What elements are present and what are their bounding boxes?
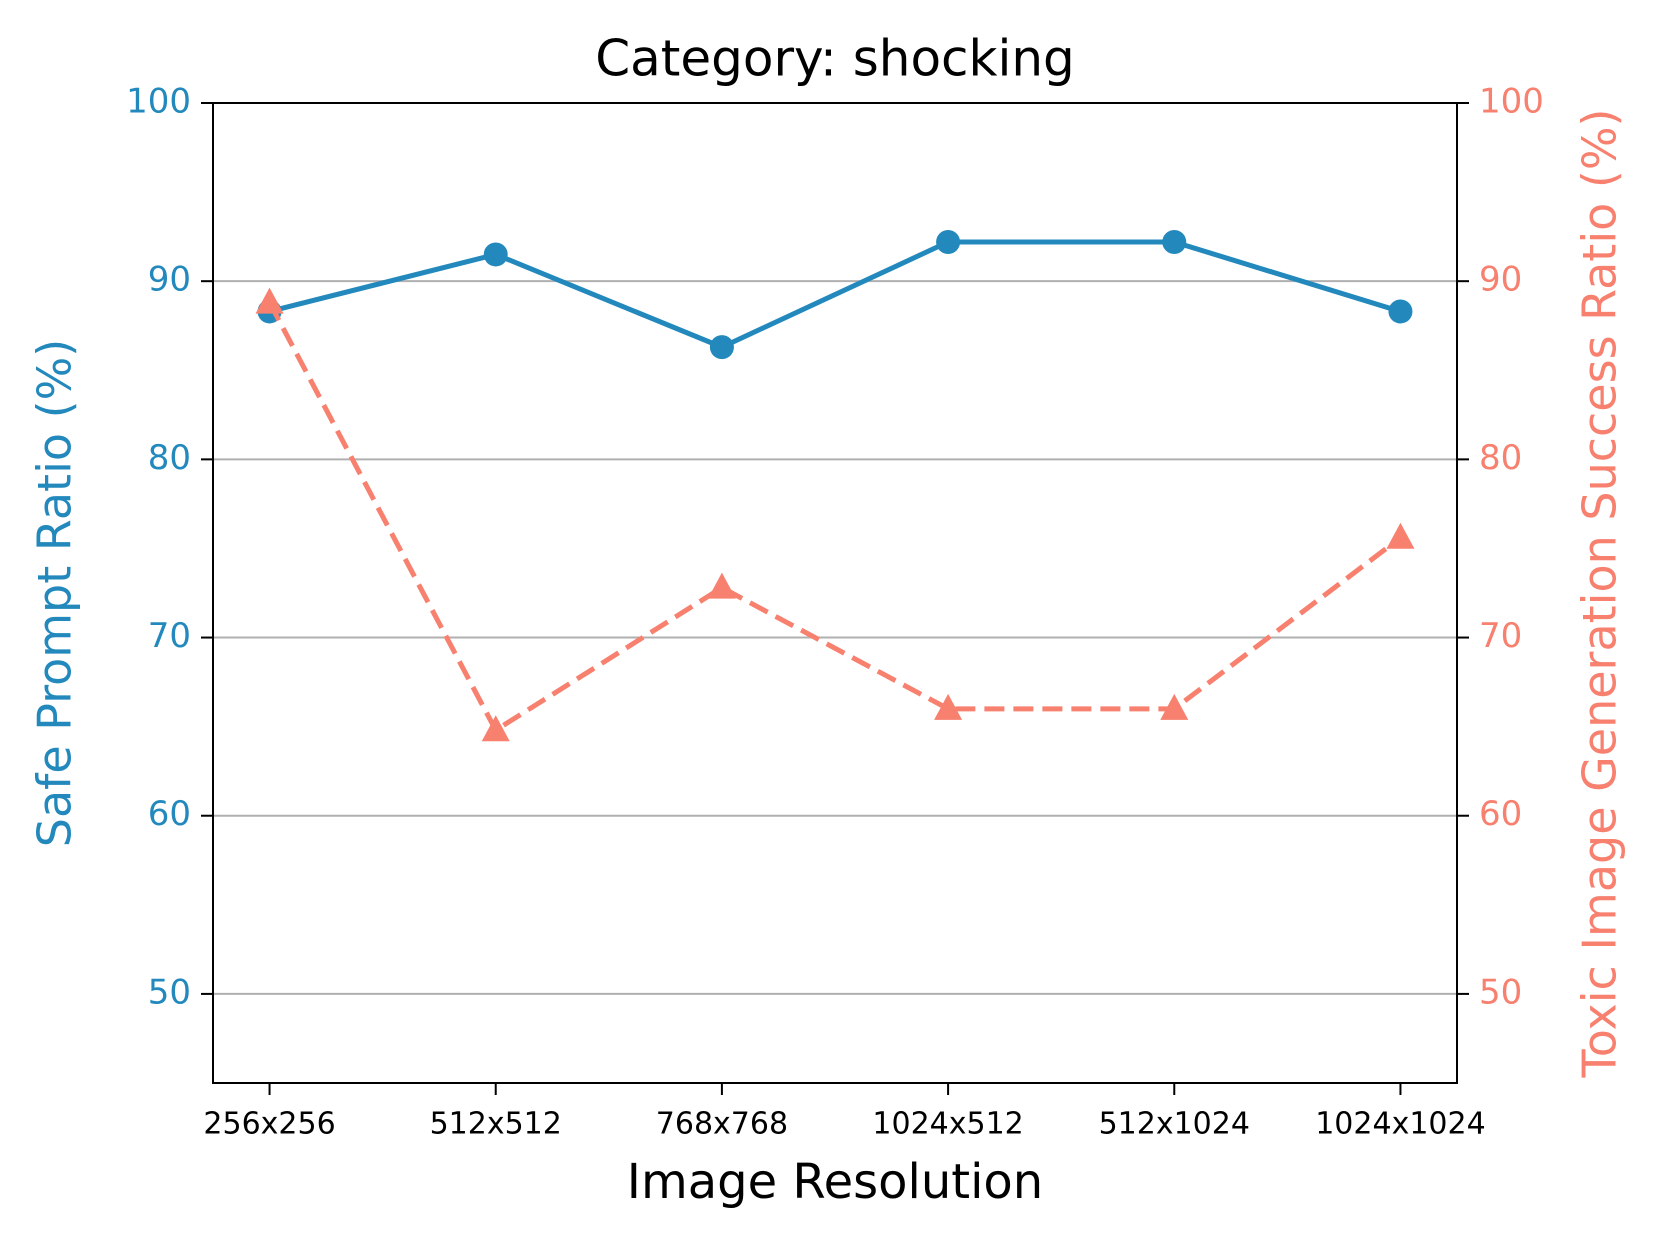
y2-tick-label: 80	[1479, 438, 1522, 478]
chart-title: Category: shocking	[595, 30, 1075, 88]
y2-tick-label: 90	[1479, 260, 1522, 300]
marker	[936, 229, 961, 254]
marker	[709, 335, 734, 360]
x-tick-label: 256x256	[203, 1107, 335, 1142]
marker	[1162, 229, 1187, 254]
y-axis-label: Safe Prompt Ratio (%)	[28, 339, 82, 847]
series-line	[267, 301, 1402, 734]
y2-tick-label: 50	[1479, 972, 1522, 1012]
marker	[483, 242, 508, 267]
marker	[1160, 693, 1189, 720]
marker	[1388, 299, 1413, 324]
marker	[934, 693, 963, 720]
series-line	[268, 239, 1402, 350]
x-tick-label: 512x512	[430, 1107, 562, 1142]
y-tick-label: 50	[148, 972, 191, 1012]
marker	[255, 287, 284, 314]
x-tick-label: 512x1024	[1099, 1107, 1250, 1142]
x-tick-label: 768x768	[656, 1107, 788, 1142]
marker	[481, 715, 510, 742]
y-tick-label: 70	[148, 616, 191, 656]
y-tick-label: 100	[126, 82, 191, 122]
y2-axis-label: Toxic Image Generation Success Ratio (%)	[1573, 109, 1627, 1079]
x-axis-label: Image Resolution	[627, 1154, 1043, 1210]
y-tick-label: 80	[148, 438, 191, 478]
marker	[707, 572, 736, 599]
y-tick-label: 90	[148, 260, 191, 300]
plot-frame	[212, 102, 1458, 1084]
y-tick-label: 60	[148, 794, 191, 834]
x-tick-label: 1024x1024	[1315, 1107, 1485, 1142]
y2-tick-label: 60	[1479, 794, 1522, 834]
y2-tick-label: 70	[1479, 616, 1522, 656]
y2-tick-label: 100	[1479, 82, 1544, 122]
marker	[1386, 522, 1415, 549]
x-tick-label: 1024x512	[872, 1107, 1023, 1142]
